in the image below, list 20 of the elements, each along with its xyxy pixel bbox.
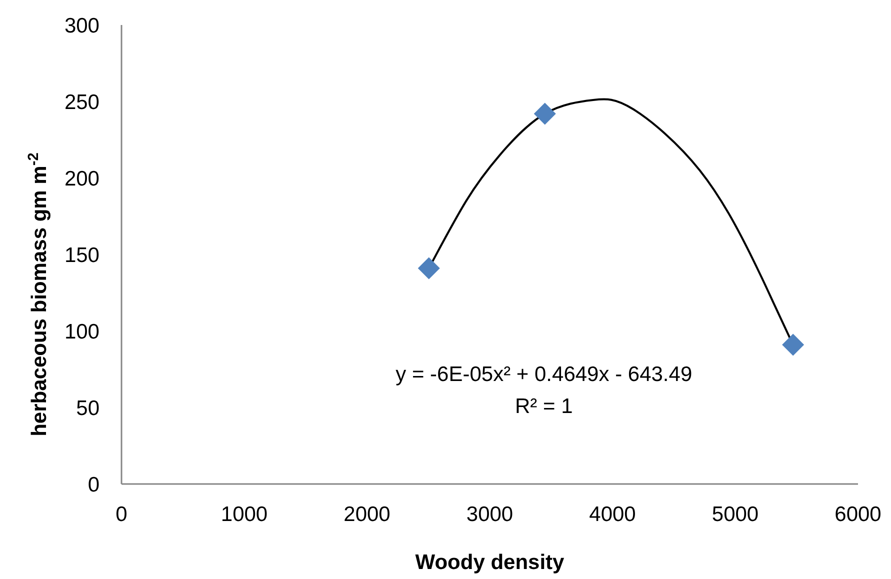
y-tick-label: 200 — [64, 167, 100, 190]
point — [782, 334, 804, 356]
y-tick-label: 250 — [64, 90, 100, 114]
x-tick-label: 2000 — [344, 502, 390, 526]
point — [534, 102, 556, 125]
x-tick-label: 1000 — [220, 502, 268, 526]
x-tick-label: 6000 — [834, 502, 882, 526]
y-tick-label: 0 — [88, 473, 100, 496]
y-tick-label: 50 — [76, 396, 100, 420]
x-tick-label: 4000 — [589, 502, 636, 526]
point — [418, 257, 440, 280]
y-tick-label: 100 — [64, 320, 100, 344]
y-tick-label: 300 — [64, 14, 100, 38]
annotation: R² = 1 — [514, 395, 573, 418]
x-tick-label: 0 — [116, 502, 128, 526]
x-axis-title: Woody density — [415, 551, 565, 574]
x-tick-label: 3000 — [466, 502, 514, 526]
annotation: y = -6E-05x² + 0.4649x - 643.49 — [396, 363, 692, 386]
y-tick-label: 150 — [64, 244, 100, 267]
x-tick-label: 5000 — [712, 502, 759, 526]
